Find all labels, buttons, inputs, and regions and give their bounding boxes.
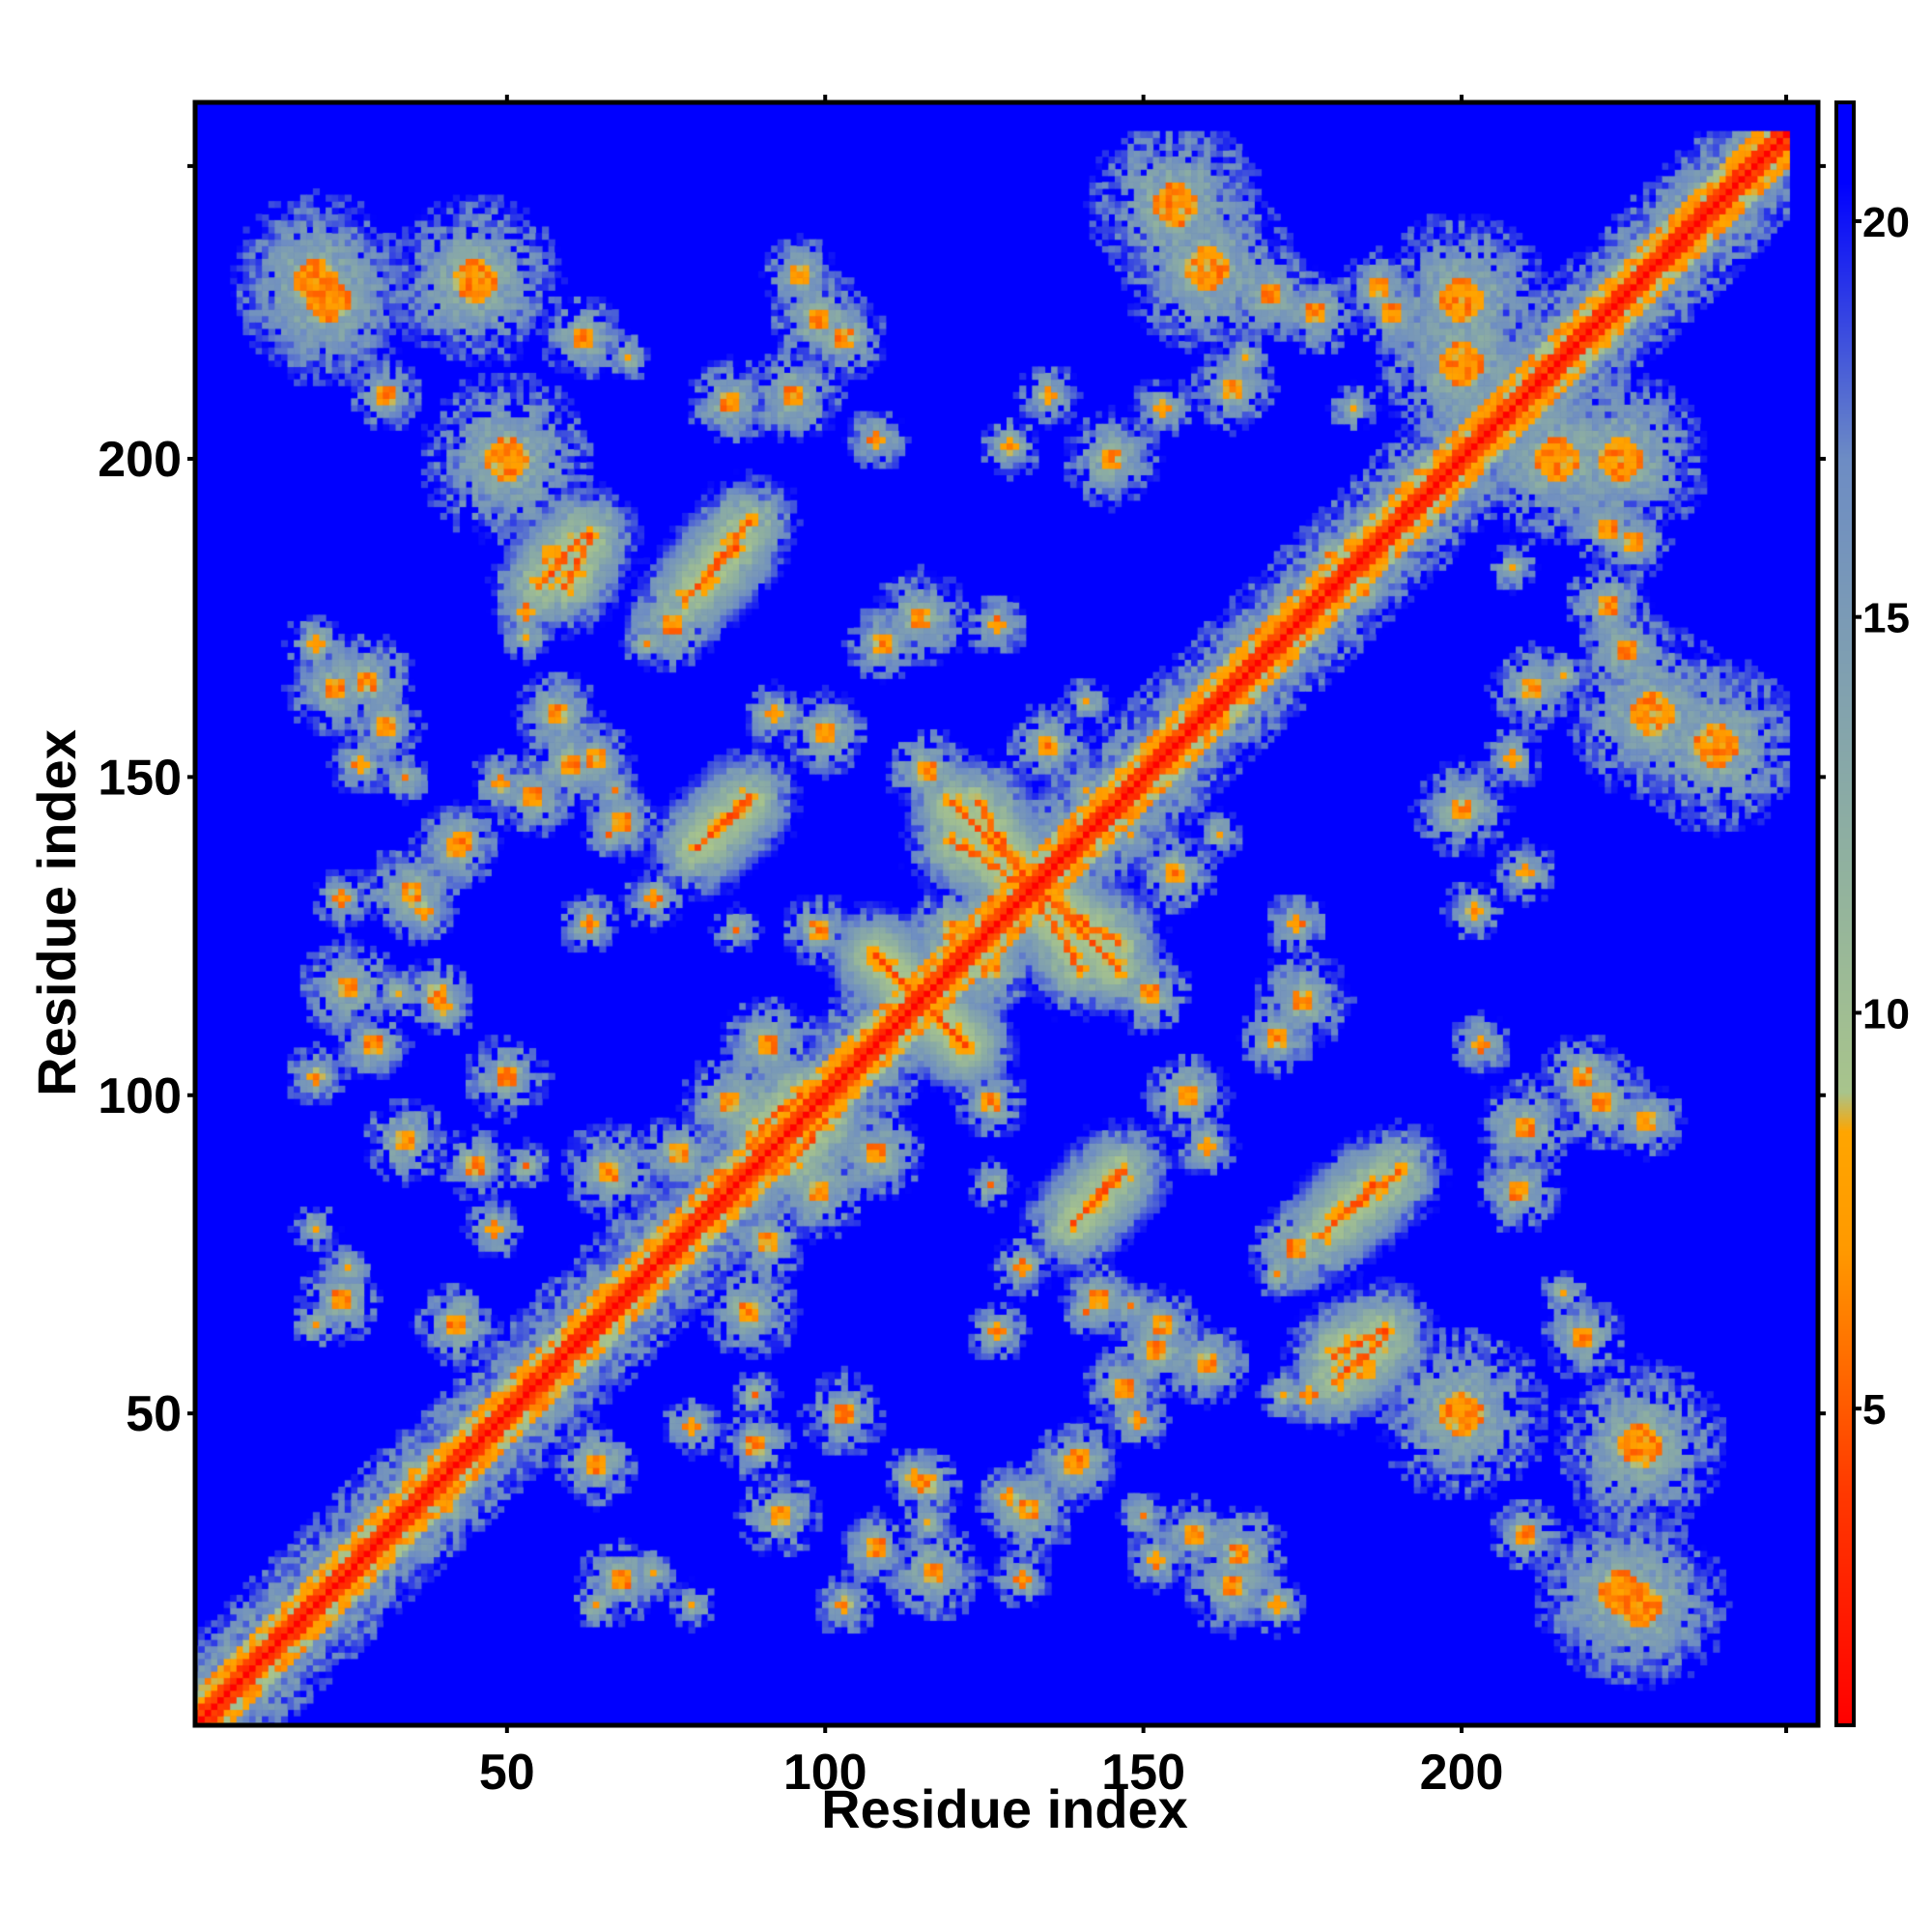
y-tick-label: 100 xyxy=(98,1068,182,1124)
colorbar-tick-label: 5 xyxy=(1862,1386,1886,1434)
x-tick-label: 50 xyxy=(479,1745,535,1801)
x-tick-label: 100 xyxy=(783,1745,867,1801)
x-axis-ticks: 50 100 150 200 xyxy=(479,95,1789,1801)
y-tick-label: 150 xyxy=(98,750,182,806)
y-axis-label: Residue index xyxy=(26,729,87,1096)
colorbar-frame xyxy=(1834,100,1856,1727)
contact-map-heatmap xyxy=(195,102,1818,1725)
y-tick-label: 50 xyxy=(126,1386,182,1442)
colorbar-tick-label: 20 xyxy=(1862,199,1910,246)
x-tick-label: 200 xyxy=(1420,1745,1504,1801)
x-axis-label: Residue index xyxy=(821,1778,1188,1839)
y-axis-ticks: 50 100 150 200 xyxy=(98,163,1826,1442)
colorbar-ticks: 5 10 15 20 xyxy=(1854,199,1910,1434)
plot-frame xyxy=(192,99,1821,1728)
x-tick-label: 150 xyxy=(1101,1745,1185,1801)
colorbar-tick-label: 15 xyxy=(1862,595,1910,642)
y-tick-label: 200 xyxy=(98,432,182,488)
colorbar-tick-label: 10 xyxy=(1862,990,1910,1037)
colorbar xyxy=(1836,102,1854,1725)
